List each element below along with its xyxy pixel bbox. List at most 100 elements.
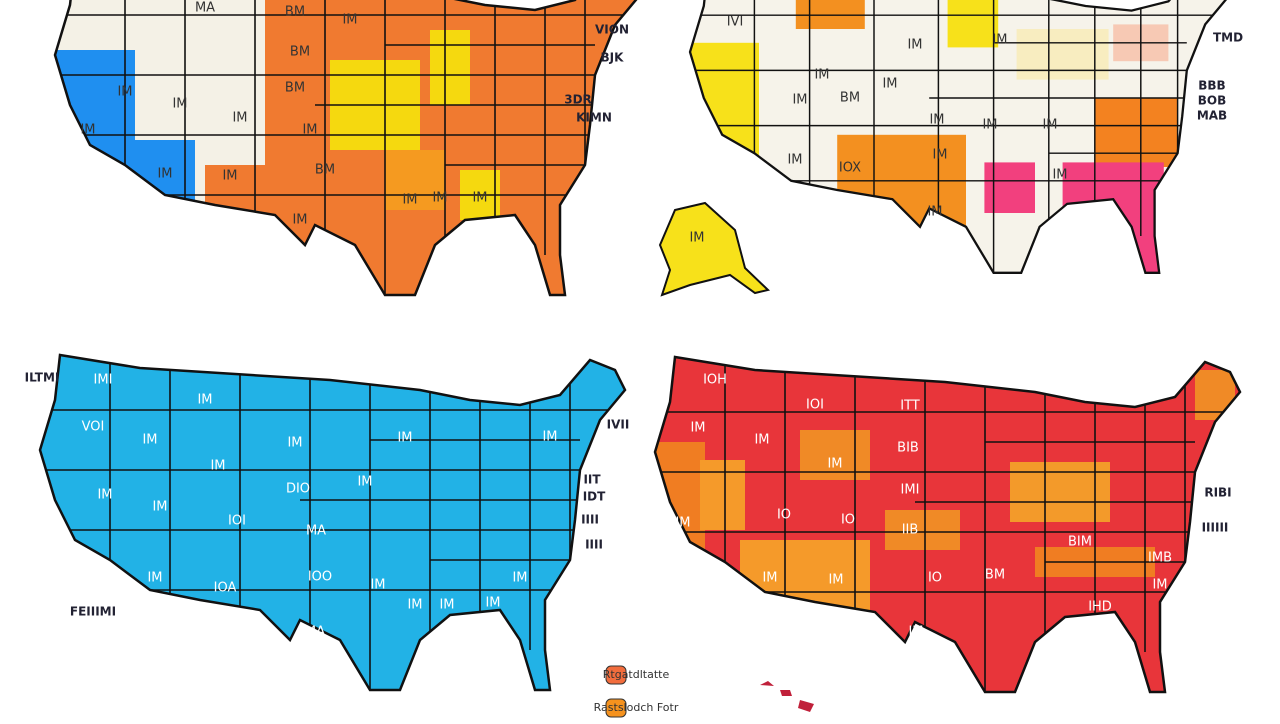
side-label: RIBI	[1204, 486, 1231, 500]
state-label: IMB	[1148, 551, 1172, 566]
state-label: IM	[342, 13, 357, 28]
labels-map-2: IMI IM VOI IM IM IM IM IM IM IM IOI DIO …	[82, 373, 558, 640]
state-label: IM	[407, 598, 422, 613]
state-label: MA	[306, 524, 326, 539]
state-label: IMI	[901, 483, 920, 498]
state-label: IO	[928, 571, 942, 586]
hawaii	[760, 681, 814, 712]
state-label: IM	[675, 516, 690, 531]
state-label: IHD	[1088, 600, 1112, 615]
state-label: BIM	[1068, 535, 1092, 550]
state-label: DIO	[286, 482, 310, 497]
state-label: MA	[195, 1, 215, 16]
state-label: IOX	[839, 161, 861, 176]
state-label: IOI	[806, 398, 824, 413]
side-label: TMD	[1213, 31, 1243, 45]
state-label: BM	[285, 81, 305, 96]
state-label: BM	[290, 45, 310, 60]
state-label: BM	[985, 568, 1005, 583]
side-label: KIMN	[576, 111, 612, 125]
state-label: IM	[762, 571, 777, 586]
legend-swatch	[605, 665, 627, 685]
state-label: IM	[157, 167, 172, 182]
alaska	[658, 201, 771, 297]
state-label: IOA	[214, 581, 237, 596]
state-label: IO	[841, 513, 855, 528]
side-label: VION	[595, 23, 629, 37]
side-label: MAB	[1197, 109, 1227, 123]
state-label: BM	[315, 163, 335, 178]
state-label: IM	[1052, 168, 1067, 183]
side-label: 3DR	[564, 93, 592, 107]
state-label: IM	[787, 153, 802, 168]
map-bottom-left	[38, 353, 627, 692]
state-label: IM	[689, 231, 704, 246]
labels-map-3: IOH IOI ITT IM IM IM BIB IMI IO IO IIB I…	[675, 373, 1172, 640]
side-label: IDT	[583, 490, 606, 504]
state-label: IM	[117, 85, 132, 100]
state-label: IM	[172, 97, 187, 112]
state-label: IM	[882, 77, 897, 92]
state-label: IM	[932, 148, 947, 163]
map-bottom-right	[653, 355, 1242, 694]
state-label: IM	[1152, 578, 1167, 593]
state-label: IM	[512, 571, 527, 586]
state-label: IM	[908, 625, 923, 640]
state-label: IM	[690, 421, 705, 436]
state-label: IM	[142, 433, 157, 448]
state-label: IM	[929, 113, 944, 128]
state-label: IMI	[94, 373, 113, 388]
state-label: IM	[927, 205, 942, 220]
state-label: IM	[222, 169, 237, 184]
side-label: BOB	[1198, 94, 1227, 108]
state-label: IM	[357, 475, 372, 490]
side-label: IIT	[583, 473, 601, 487]
state-label: IM	[907, 38, 922, 53]
side-label: IIIIII	[1202, 521, 1229, 535]
state-label: IM	[754, 433, 769, 448]
state-label: IOO	[308, 570, 332, 585]
state-label: IM	[287, 436, 302, 451]
state-label: IM	[232, 111, 247, 126]
state-label: IO	[777, 508, 791, 523]
state-label: IM	[370, 578, 385, 593]
state-label: IM	[302, 123, 317, 138]
state-label: IM	[152, 500, 167, 515]
state-label: BIB	[897, 441, 919, 456]
side-label: IIII	[585, 538, 603, 552]
legend-label: Rtgatdltatte	[603, 668, 670, 681]
side-label: IVII	[607, 418, 630, 432]
state-label: IM	[992, 33, 1007, 48]
state-label: IOH	[703, 373, 727, 388]
state-label: IM	[828, 573, 843, 588]
side-labels: VION BJK 3DR KIMN TMD BBB BOB MAB ILTMI …	[25, 23, 1243, 619]
legend-label: Rastslodch Fotr	[594, 701, 679, 714]
state-label: BM	[840, 91, 860, 106]
side-label: FEIIIMI	[70, 605, 116, 619]
labels-map-1: IVI IM IM IM IM IM BM IM IM IM IM IOX IM…	[689, 15, 1067, 246]
state-label: IM	[485, 596, 500, 611]
map-top-left	[53, 0, 642, 297]
state-label: IM	[1042, 118, 1057, 133]
state-label: IM	[402, 193, 417, 208]
map-top-right	[688, 0, 1230, 274]
state-label: IM	[80, 123, 95, 138]
side-label: IIII	[581, 513, 599, 527]
side-label: BJK	[601, 51, 625, 65]
labels-map-0: MA BM IM BM IM IM IM BM IM IM IM IM BM I…	[80, 1, 487, 228]
legend: Rtgatdltatte Rastslodch Fotr	[594, 665, 679, 718]
state-label: IM	[472, 191, 487, 206]
state-label: ITT	[900, 399, 920, 414]
legend-swatch	[605, 698, 627, 718]
state-label: IOI	[228, 514, 246, 529]
state-label: IM	[147, 571, 162, 586]
state-label: BM	[285, 5, 305, 20]
state-label: IVI	[727, 15, 744, 30]
state-label: VOI	[82, 420, 105, 435]
state-label: IIB	[902, 523, 919, 538]
state-label: IM	[439, 598, 454, 613]
state-label: IM	[210, 459, 225, 474]
state-label: IM	[542, 430, 557, 445]
